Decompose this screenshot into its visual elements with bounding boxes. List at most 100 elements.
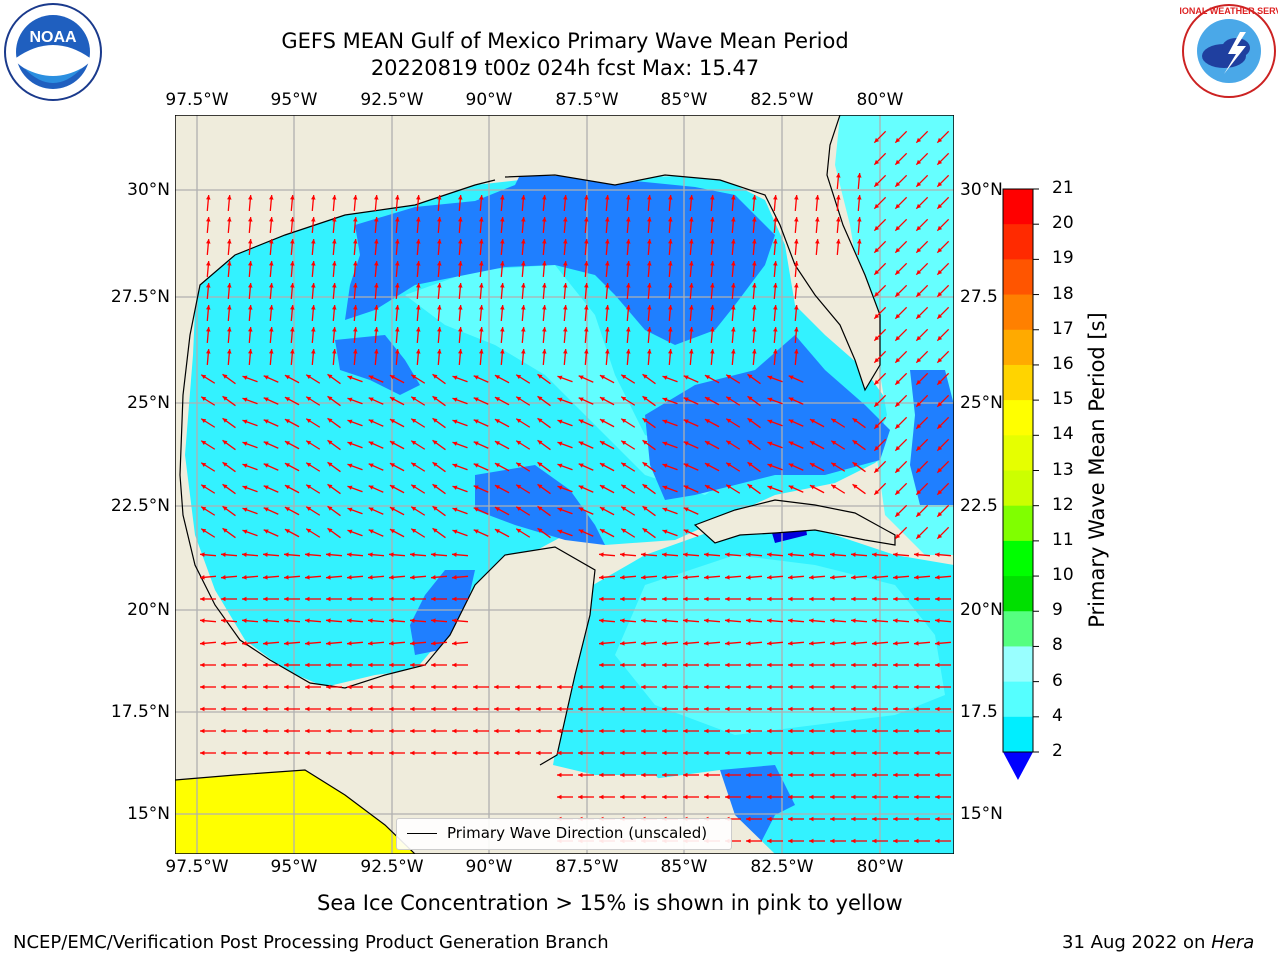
lon-tick-bottom-8: 80°W [856, 857, 904, 877]
wave-arrow-head [410, 728, 415, 734]
wave-arrow-head [935, 662, 940, 668]
wave-arrow-head [605, 305, 610, 310]
wave-arrow-head [416, 305, 421, 310]
wave-arrow-head [537, 462, 543, 467]
colorbar-band [1003, 681, 1033, 718]
lat-tick-left-3: 25°N [127, 393, 170, 413]
wave-arrow-head [411, 462, 417, 468]
wave-arrow-head [374, 283, 379, 288]
wave-arrow-head [916, 313, 922, 319]
wave-arrow-head [599, 706, 604, 712]
wave-arrow-head [689, 283, 694, 288]
wave-arrow-head [620, 794, 625, 800]
wave-arrow-head [221, 706, 226, 712]
wave-arrow-head [578, 750, 583, 756]
wave-arrow-head [710, 283, 715, 288]
wave-arrow-head [284, 750, 289, 756]
wave-arrow-head [411, 418, 417, 424]
wave-arrow-head [221, 575, 226, 580]
wave-arrow-head [368, 463, 374, 468]
wave-arrow-head [515, 750, 520, 756]
wave-arrow-head [620, 750, 625, 756]
wave-arrow-head [725, 794, 730, 800]
colorbar-tick-label: 13 [1052, 459, 1074, 480]
wave-arrow-head [916, 291, 922, 297]
colorbar-tick-label: 21 [1052, 178, 1074, 198]
wave-arrow-head [242, 419, 248, 424]
wave-arrow-head [725, 575, 730, 580]
wave-arrow-head [937, 313, 943, 319]
wave-arrow-head [306, 418, 312, 424]
wave-arrow-head [767, 794, 772, 800]
wave-arrow-head [752, 217, 757, 222]
wave-arrow-head [773, 283, 778, 288]
wave-arrow-head [788, 618, 793, 623]
wave-arrow-head [368, 552, 373, 557]
wave-arrow-head [726, 484, 732, 490]
wave-arrow-head [201, 418, 207, 424]
wave-arrow-head [411, 506, 417, 512]
wave-arrow-head [641, 706, 646, 712]
wave-arrow-head [773, 217, 778, 222]
wave-arrow-head [221, 684, 226, 690]
wave-arrow-head [500, 349, 505, 354]
wave-arrow-head [794, 305, 799, 310]
wave-arrow-head [578, 706, 583, 712]
wave-arrow-head [389, 662, 394, 668]
wave-arrow-head [332, 327, 337, 332]
wave-arrow-head [311, 283, 316, 288]
wave-arrow-head [895, 445, 901, 451]
wave-arrow-head [389, 529, 395, 534]
wave-arrow-head [206, 217, 211, 222]
wave-arrow-head [620, 662, 625, 668]
wave-arrow-head [747, 374, 753, 379]
wave-arrow-head [747, 484, 753, 489]
wave-arrow-head [937, 379, 943, 385]
wave-arrow-head [731, 305, 736, 310]
wave-arrow-head [773, 349, 778, 354]
wave-arrow-head [416, 239, 421, 244]
wave-arrow-head [935, 838, 940, 844]
wave-arrow-head [473, 706, 478, 712]
wave-arrow-head [752, 327, 757, 332]
wave-arrow-head [914, 618, 919, 623]
wave-arrow-head [542, 239, 547, 244]
wave-arrow-head [521, 261, 526, 266]
wave-arrow-head [895, 313, 901, 319]
wave-arrow-head [916, 335, 922, 341]
wave-arrow-head [725, 552, 730, 557]
wave-arrow-head [395, 239, 400, 244]
wave-arrow-head [584, 283, 589, 288]
wave-arrow-head [599, 794, 604, 800]
wave-arrow-head [683, 794, 688, 800]
wave-arrow-head [872, 596, 877, 602]
wave-arrow-head [516, 440, 522, 446]
wave-arrow-head [857, 195, 862, 200]
colorbar-band [1003, 189, 1033, 225]
wave-arrow-head [788, 772, 793, 778]
wave-arrow-head [621, 440, 627, 446]
wave-arrow-head [347, 375, 353, 380]
wave-arrow-head [852, 462, 858, 467]
wave-arrow-head [206, 305, 211, 310]
wave-arrow-head [563, 349, 568, 354]
wave-arrow-head [662, 507, 668, 512]
wave-arrow-head [830, 706, 835, 712]
wave-arrow-head [306, 374, 312, 380]
wave-arrow-head [326, 552, 331, 557]
wave-arrow-head [410, 706, 415, 712]
wave-arrow-head [557, 529, 563, 534]
wave-arrow-head [515, 706, 520, 712]
wave-arrow-head [647, 349, 652, 354]
wave-arrow-head [201, 506, 207, 512]
wave-arrow-head [935, 618, 940, 623]
wave-arrow-head [578, 397, 584, 402]
wave-arrow-head [368, 575, 373, 580]
wave-arrow-head [683, 728, 688, 734]
bahamas-blue-region [910, 370, 954, 505]
wave-arrow-head [374, 239, 379, 244]
wave-arrow-head [395, 195, 400, 200]
wave-arrow-head [788, 662, 793, 668]
wave-arrow-head [895, 511, 901, 517]
wave-arrow-head [452, 552, 457, 557]
